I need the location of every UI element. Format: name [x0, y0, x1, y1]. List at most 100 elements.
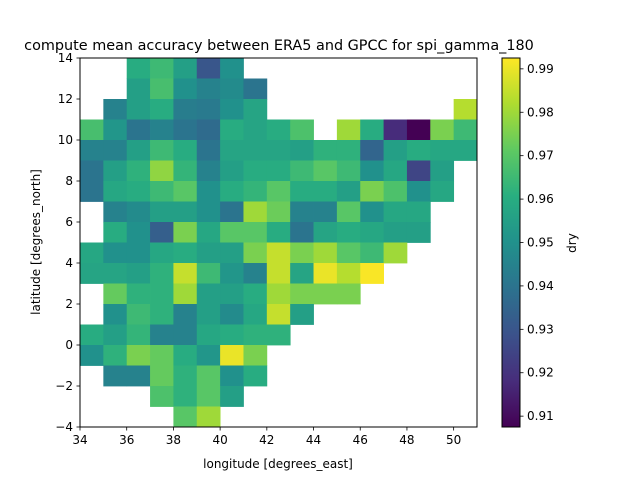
x-tick-label: 34 [72, 433, 87, 447]
y-tick-label: 14 [58, 51, 73, 65]
heatmap-cell [196, 58, 221, 79]
heatmap-cell [220, 242, 244, 264]
heatmap-cell [103, 222, 128, 243]
heatmap-cell [360, 119, 384, 141]
y-tick-label: 2 [65, 297, 73, 311]
heatmap-cell [453, 140, 478, 161]
heatmap-cell [126, 160, 151, 182]
heatmap-cell [196, 140, 221, 161]
heatmap-cell [266, 304, 291, 325]
heatmap-cell [126, 365, 151, 387]
heatmap-cell [126, 181, 151, 202]
x-tick-label: 40 [212, 433, 227, 447]
heatmap-cell [126, 283, 151, 305]
heatmap-cell [103, 140, 128, 161]
heatmap-cell [220, 119, 244, 141]
y-axis: −4 −2 0 2 4 6 8 10 12 14 [55, 51, 80, 434]
heatmap-cell [173, 222, 198, 243]
heatmap-cell [313, 263, 338, 284]
x-axis: 34 36 38 40 42 44 46 48 50 [72, 427, 461, 447]
heatmap-cell [406, 160, 431, 182]
heatmap-cell [243, 78, 268, 100]
heatmap-cell [196, 345, 221, 366]
heatmap-cell [103, 263, 128, 284]
heatmap-cell [196, 406, 221, 428]
heatmap-cell [266, 119, 291, 141]
heatmap-cell [173, 304, 198, 325]
heatmap-cell [220, 345, 244, 366]
heatmap-cell [150, 263, 174, 284]
heatmap-cell [313, 222, 338, 243]
heatmap-cell [243, 181, 268, 202]
heatmap-cell [266, 140, 291, 161]
heatmap-cell [196, 99, 221, 120]
heatmap-cell [150, 386, 174, 407]
heatmap-cell [243, 345, 268, 366]
heatmap-cell [103, 99, 128, 120]
heatmap-cell [126, 201, 151, 223]
heatmap-cell [220, 304, 244, 325]
colorbar-tick-label: 0.91 [527, 409, 554, 423]
colorbar-tick-label: 0.95 [527, 236, 554, 250]
heatmap-cell [243, 160, 268, 182]
heatmap-cell [360, 181, 384, 202]
heatmap-cell [243, 140, 268, 161]
heatmap-cell [383, 140, 408, 161]
colorbar [501, 57, 521, 428]
heatmap-cell [290, 222, 314, 243]
heatmap-cell [173, 283, 198, 305]
heatmap-cell [220, 181, 244, 202]
heatmap-cell [126, 242, 151, 264]
heatmap-cell [126, 345, 151, 366]
heatmap-cell [383, 201, 408, 223]
heatmap-cell [150, 119, 174, 141]
heatmap-cell [150, 160, 174, 182]
y-tick-label: 10 [58, 133, 73, 147]
heatmap-cell [290, 304, 314, 325]
heatmap-cell [313, 160, 338, 182]
heatmap-cell [243, 304, 268, 325]
heatmap-cell [196, 181, 221, 202]
heatmap-cell [243, 324, 268, 346]
heatmap-cell [220, 365, 244, 387]
x-tick-label: 38 [166, 433, 181, 447]
x-tick-label: 48 [399, 433, 414, 447]
heatmap-cell [290, 242, 314, 264]
heatmap-cell [220, 160, 244, 182]
heatmap-cell [80, 140, 104, 161]
heatmap-cell [336, 242, 361, 264]
heatmap-cells [80, 58, 478, 428]
heatmap-cell [243, 119, 268, 141]
heatmap-cell [173, 365, 198, 387]
heatmap-cell [103, 365, 128, 387]
x-tick-label: 42 [259, 433, 274, 447]
heatmap-cell [266, 222, 291, 243]
heatmap-cell [266, 160, 291, 182]
heatmap-cell [103, 345, 128, 366]
heatmap-cell [430, 181, 455, 202]
heatmap-cell [220, 99, 244, 120]
heatmap-cell [336, 222, 361, 243]
heatmap-cell [150, 242, 174, 264]
heatmap-cell [383, 119, 408, 141]
heatmap-cell [360, 242, 384, 264]
heatmap-cell [220, 263, 244, 284]
heatmap-cell [313, 140, 338, 161]
heatmap-cell [336, 263, 361, 284]
heatmap-cell [383, 242, 408, 264]
heatmap-cell [336, 140, 361, 161]
heatmap-cell [126, 99, 151, 120]
y-tick-label: 6 [65, 215, 73, 229]
heatmap-cell [173, 345, 198, 366]
heatmap-cell [80, 160, 104, 182]
x-tick-label: 36 [119, 433, 134, 447]
y-axis-label: latitude [degrees_north] [29, 169, 43, 315]
heatmap-cell [220, 386, 244, 407]
heatmap-cell [173, 119, 198, 141]
heatmap-cell [336, 181, 361, 202]
heatmap-cell [103, 119, 128, 141]
y-tick-label: −4 [55, 420, 73, 434]
heatmap-cell [103, 324, 128, 346]
heatmap-cell [290, 181, 314, 202]
